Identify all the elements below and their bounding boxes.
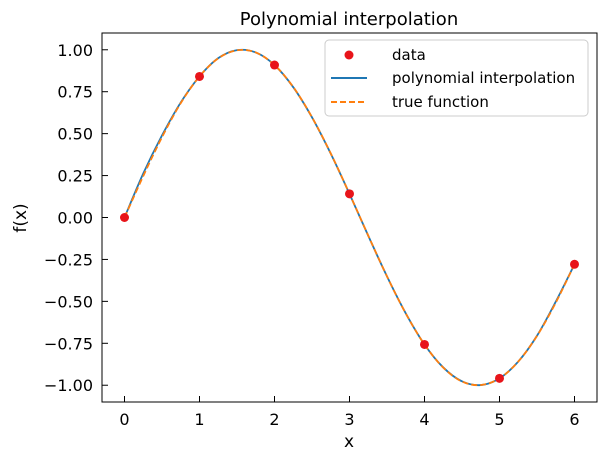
x-tick-label-2: 2 — [269, 410, 279, 429]
x-tick-label-6: 6 — [569, 410, 579, 429]
series-layer — [120, 48, 579, 387]
x-tick-label-5: 5 — [494, 410, 504, 429]
data-point-4 — [420, 339, 429, 349]
legend-box — [324, 39, 589, 117]
data-point-0 — [120, 213, 129, 222]
x-tick-label-4: 4 — [419, 410, 429, 429]
y-tick-label-1: 0.75 — [57, 83, 93, 102]
y-tick-label-7: −0.75 — [44, 334, 93, 353]
legend: data polynomial interpolation true funct… — [324, 39, 589, 117]
y-tick-label-6: −0.50 — [44, 292, 93, 311]
data-point-1 — [195, 71, 204, 81]
y-tick-label-0: 1.00 — [57, 41, 93, 60]
y-tick-label-4: 0.00 — [57, 209, 93, 228]
x-axis-title: x — [344, 432, 354, 452]
y-tick-label-5: −0.25 — [44, 250, 93, 269]
y-tick-label-8: −1.00 — [44, 376, 93, 395]
data-point-5 — [495, 373, 504, 383]
y-axis-title: f(x) — [11, 203, 31, 232]
legend-label-polynomial-interpolation: polynomial interpolation — [392, 69, 575, 87]
legend-label-data: data — [392, 46, 426, 64]
x-tick-label-3: 3 — [344, 410, 354, 429]
chart-title: Polynomial interpolation — [240, 9, 458, 30]
y-tick-label-3: 0.25 — [57, 167, 93, 186]
x-tick-label-0: 0 — [119, 410, 129, 429]
data-point-2 — [270, 60, 279, 70]
legend-label-true-function: true function — [392, 93, 489, 111]
y-axis: 1.00 0.75 0.50 0.25 0.00 −0.25 −0.50 −0.75 −1.00 — [44, 41, 108, 395]
data-point-6 — [570, 259, 579, 269]
data-point-3 — [345, 189, 354, 199]
legend-marker-data — [344, 50, 354, 60]
x-tick-label-1: 1 — [194, 410, 204, 429]
y-tick-label-2: 0.50 — [57, 125, 93, 144]
x-axis: 0 1 2 3 4 5 6 — [119, 396, 580, 429]
